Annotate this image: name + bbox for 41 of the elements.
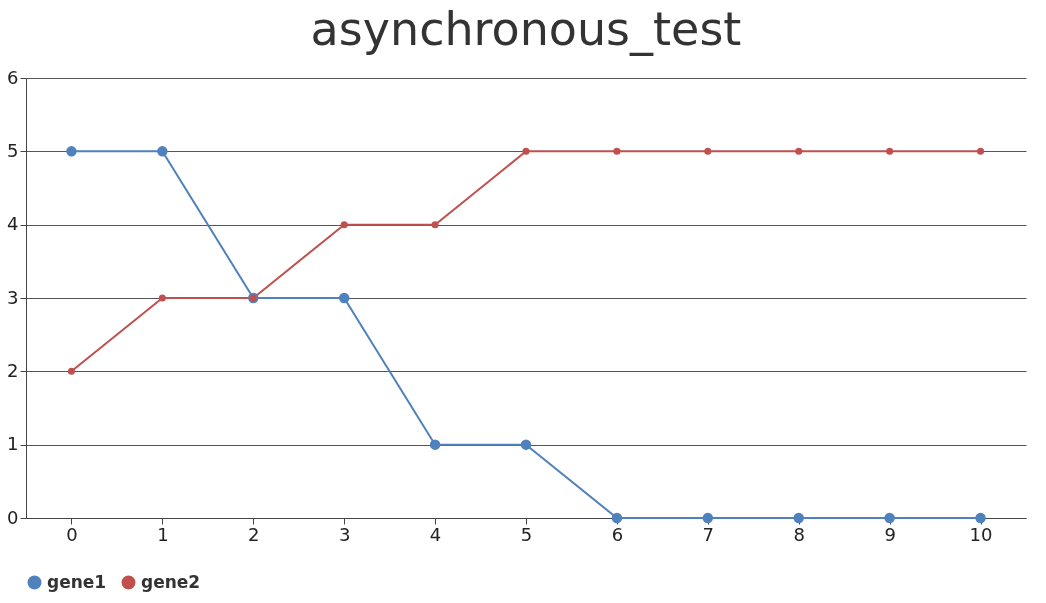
point (793, 512, 804, 524)
x-tick-label: 10 (969, 523, 993, 545)
point (522, 147, 530, 155)
y-tick-label: 2 (7, 359, 19, 381)
y-tick-label: 4 (7, 213, 19, 235)
chart-title: asynchronous_test (310, 2, 742, 56)
point (338, 292, 350, 304)
x-tick-label: 7 (702, 523, 715, 545)
x-tick-label: 5 (520, 523, 533, 545)
x-tick-label: 2 (248, 523, 260, 545)
x-tick-label: 9 (884, 523, 896, 545)
point (340, 221, 348, 229)
x-tick-label: 4 (429, 523, 442, 545)
y-tick-label: 1 (7, 433, 19, 455)
x-tick-label: 8 (793, 523, 805, 545)
point (157, 146, 168, 157)
y-tick-label: 0 (7, 506, 19, 528)
x-tick-label: 3 (338, 523, 351, 545)
point (611, 512, 623, 524)
point (66, 146, 77, 157)
point (158, 294, 166, 302)
point (613, 147, 621, 155)
point (429, 439, 441, 450)
point (431, 221, 439, 229)
legend-label: gene1 (47, 571, 107, 592)
point (975, 512, 986, 524)
point (795, 147, 803, 155)
point (702, 512, 714, 524)
point (520, 439, 532, 450)
y-tick-label: 3 (7, 286, 19, 308)
x-tick-label: 1 (157, 523, 169, 545)
x-tick-label: 6 (611, 523, 624, 545)
point (977, 147, 985, 155)
y-tick-label: 5 (7, 139, 19, 161)
point (67, 367, 75, 375)
legend-label: gene2 (141, 571, 201, 592)
point (886, 147, 894, 155)
point (704, 147, 712, 155)
x-tick-label: 0 (66, 523, 78, 545)
y-tick-label: 6 (7, 66, 19, 88)
point (884, 512, 895, 524)
